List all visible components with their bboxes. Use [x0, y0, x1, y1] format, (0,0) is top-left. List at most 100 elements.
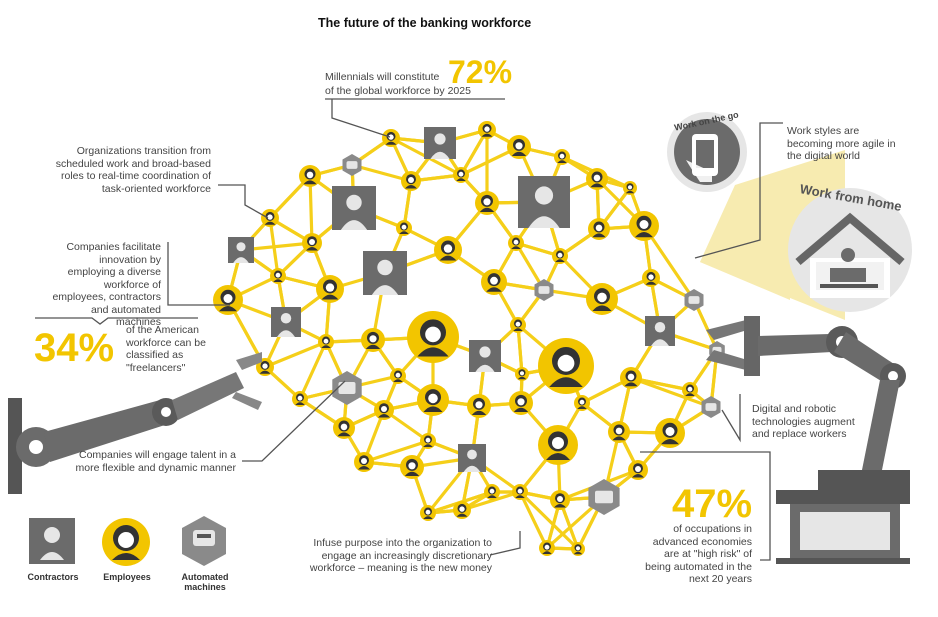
employee-node — [453, 167, 469, 183]
employee-node — [484, 484, 500, 500]
millennials-prefix: Millennials will constitute — [325, 71, 440, 83]
employee-node — [401, 171, 421, 191]
employee-node — [434, 236, 462, 264]
employee-node — [453, 501, 471, 519]
occupations-percentage: 47% — [672, 482, 753, 526]
employee-node — [538, 338, 594, 394]
legend-contractors: Contractors — [27, 572, 79, 582]
network-link — [263, 340, 328, 369]
employee-node — [299, 165, 321, 187]
employee-node — [571, 542, 585, 556]
network-link — [350, 163, 413, 183]
employee-node — [467, 394, 491, 418]
page-title: The future of the banking workforce — [318, 16, 532, 30]
employee-node — [400, 455, 424, 479]
employee-node — [682, 382, 698, 398]
employee-node — [512, 484, 528, 500]
legend-employees: Employees — [103, 572, 151, 582]
employee-node — [302, 233, 322, 253]
work-styles-callout: Work styles are becoming more agile in t… — [787, 125, 896, 162]
legend-automated-machines: Automated machines — [181, 572, 229, 592]
flexible-engagement-callout: Companies will engage talent in a more f… — [75, 449, 237, 474]
machine-node — [534, 279, 554, 301]
employee-node — [270, 268, 286, 284]
employee-node — [552, 248, 568, 264]
contractor-node — [271, 307, 301, 337]
millennials-percentage: 72% — [448, 54, 513, 90]
employee-node — [628, 460, 648, 480]
employee-node — [318, 334, 334, 350]
employee-node — [354, 452, 374, 472]
employee-node — [539, 540, 555, 556]
network-link — [518, 490, 549, 550]
employee-node — [620, 367, 642, 389]
contractor-node — [332, 186, 376, 230]
freelancers-percentage: 34% — [34, 326, 115, 370]
digital-robotic-callout: Digital and robotic technologies augment… — [752, 403, 855, 440]
machine-node — [332, 371, 362, 405]
network-link — [362, 439, 430, 464]
employee-node — [481, 269, 507, 295]
employee-node — [623, 181, 637, 195]
contractor-node — [645, 316, 675, 346]
contractor-node — [469, 340, 501, 372]
employee-node — [509, 391, 533, 415]
work-from-home-badge: Work from home — [700, 181, 912, 312]
employee-node — [361, 328, 385, 352]
legend-icons — [29, 516, 226, 566]
contractor-node — [458, 444, 486, 472]
employee-node — [407, 311, 459, 363]
freelancers-callout: of the American workforce can be classif… — [126, 324, 206, 374]
contractor-node — [518, 176, 570, 228]
machine-node — [684, 289, 704, 311]
employee-node — [550, 490, 570, 510]
machine-node — [701, 396, 721, 418]
network-link — [629, 376, 713, 409]
employee-node — [420, 505, 436, 521]
machine-node — [588, 479, 620, 515]
employee-node — [390, 368, 406, 384]
machine-node — [342, 154, 362, 176]
employee-node — [292, 391, 308, 407]
network-links — [226, 128, 719, 551]
employee-node — [507, 135, 531, 159]
employee-node — [382, 129, 400, 147]
network-link — [516, 323, 524, 376]
organizations-callout: Organizations transition from scheduled … — [55, 145, 211, 195]
contractor-node — [424, 127, 456, 159]
employee-node — [554, 149, 570, 165]
right-robotic-arm — [706, 316, 910, 564]
left-robotic-arm — [8, 352, 262, 494]
employee-node — [261, 209, 279, 227]
employee-node — [475, 191, 499, 215]
employee-node — [510, 317, 526, 333]
employee-node — [586, 283, 618, 315]
employee-node — [396, 220, 412, 236]
employee-node — [508, 235, 524, 251]
employee-node — [588, 218, 610, 240]
employee-node — [374, 400, 394, 420]
employee-node — [655, 418, 685, 448]
network-nodes — [213, 121, 725, 556]
network-link — [298, 340, 328, 401]
employee-node — [478, 121, 496, 139]
employee-node — [608, 421, 630, 443]
network-link — [308, 174, 314, 245]
employee-node — [515, 367, 529, 381]
employee-node — [642, 269, 660, 287]
millennials-suffix: of the global workforce by 2025 — [325, 85, 471, 97]
employee-node — [586, 168, 608, 190]
companies-facilitate-callout: Companies facilitate innovation by emplo… — [52, 241, 161, 328]
network-link — [460, 490, 522, 512]
employee-node — [420, 433, 436, 449]
employee-node — [417, 384, 449, 416]
employee-node — [213, 285, 243, 315]
employee-node — [574, 395, 590, 411]
contractor-node — [363, 251, 407, 295]
contractor-node — [228, 237, 254, 263]
purpose-callout: Infuse purpose into the organization to … — [309, 537, 492, 574]
employee-node — [538, 425, 578, 465]
occupations-callout: of occupations in advanced economies are… — [645, 523, 752, 585]
leader-lines — [35, 98, 783, 561]
employee-node — [333, 417, 355, 439]
